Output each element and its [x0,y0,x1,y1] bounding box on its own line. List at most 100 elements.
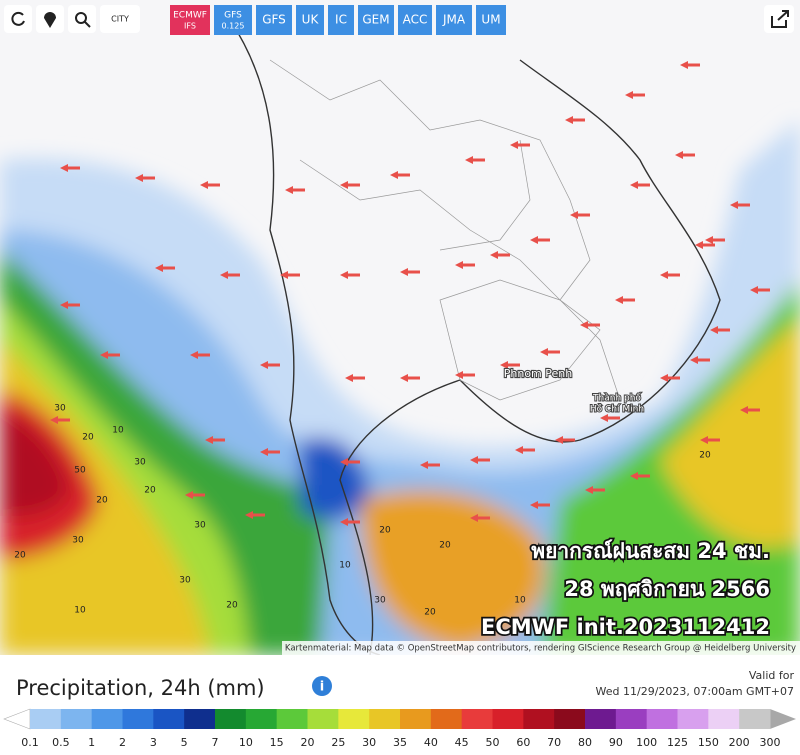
wind-arrow [60,164,80,172]
wind-arrow [455,371,475,379]
scale-swatch [585,709,617,729]
wind-arrow [600,414,620,422]
wind-arrows [50,61,770,526]
wind-arrow [390,171,410,179]
place-label: Hồ Chí Minh [590,404,644,415]
wind-arrow [470,514,490,522]
city-button[interactable] [100,5,140,33]
scale-label: 70 [547,736,561,749]
scale-swatch [245,709,278,729]
contour-label: 20 [96,496,108,506]
scale-swatch [369,709,401,729]
scale-label: 0.5 [52,736,70,749]
model-button[interactable] [328,5,354,35]
scale-label: 80 [578,736,592,749]
refresh-icon [11,11,25,26]
valid-label: Valid for [749,669,795,682]
model-button-label: UM [481,13,500,27]
wind-arrow [530,236,550,244]
model-button[interactable] [170,5,210,35]
wind-arrow [340,271,360,279]
scale-label: 50 [486,736,500,749]
wind-arrow [570,211,590,219]
model-button-label: UK [302,13,320,27]
model-button-label: ACC [403,13,428,27]
forecast-caption: 28 พฤศจิกายน 2566 [564,577,770,601]
place-label: Phnom Penh [504,367,572,380]
zoom-button[interactable] [68,5,96,33]
model-button[interactable] [436,5,472,35]
attribution-background [282,641,800,655]
wind-arrow [675,151,695,159]
model-button-label: GFS [262,13,286,27]
contour-label: 20 [14,551,26,561]
contour-label: 10 [74,606,86,616]
contour-label: 30 [194,521,206,531]
refresh-button[interactable] [4,5,32,33]
wind-arrow [285,186,305,194]
model-button[interactable] [358,5,394,35]
wind-arrow [420,461,440,469]
share-icon [771,10,789,28]
scale-label: 200 [729,736,750,749]
scale-swatch [677,709,709,729]
scale-label: 45 [455,736,469,749]
wind-arrow [660,271,680,279]
scale-swatch [554,709,586,729]
model-button[interactable] [214,5,252,35]
wind-arrow [580,321,600,329]
wind-arrow [245,511,265,519]
model-button[interactable] [296,5,324,35]
contour-label: 10 [514,596,526,606]
forecast-caption: ECMWF init.2023112412 [481,615,770,639]
scale-swatch [338,709,370,729]
scale-swatch [615,709,648,729]
model-button[interactable] [476,5,506,35]
valid-time: Wed 11/29/2023, 07:00am GMT+07 [596,685,794,698]
wind-arrow [705,236,725,244]
wind-arrow [690,356,710,364]
model-button[interactable] [398,5,432,35]
scale-label: 60 [516,736,530,749]
scale-label: 25 [331,736,345,749]
scale-label: 2 [119,736,126,749]
city-button-label: CITY [111,15,129,24]
contour-label: 30 [374,596,386,606]
wind-arrow [625,91,645,99]
wind-arrow [565,116,585,124]
wind-arrow [500,361,520,369]
contour-label: 20 [439,541,451,551]
scale-label: 15 [270,736,284,749]
wind-arrow [530,501,550,509]
model-button-label: IC [335,13,347,27]
scale-swatch [430,709,463,729]
scale-swatch [122,709,154,729]
contour-label: 20 [144,486,156,496]
scale-swatch [523,709,555,729]
scale-over-arrow [770,709,796,729]
wind-arrow [680,61,700,69]
model-button-label: GEM [362,13,389,27]
wind-arrow [750,286,770,294]
wind-arrow [615,296,635,304]
scale-swatch [646,709,678,729]
info-icon: i [320,680,324,695]
contour-label: 10 [112,426,124,436]
wind-arrow [185,491,205,499]
wind-arrow [730,201,750,209]
contour-label: 20 [82,433,94,443]
borders [269,59,621,401]
wind-arrow [400,374,420,382]
info-button[interactable] [312,676,332,696]
contour-label: 20 [226,601,238,611]
scale-label: 40 [424,736,438,749]
scale-swatch [307,709,339,729]
contour-label: 30 [54,404,66,414]
model-button[interactable] [256,5,292,35]
contour-label: 20 [379,526,391,536]
contour-label: 30 [134,458,146,468]
